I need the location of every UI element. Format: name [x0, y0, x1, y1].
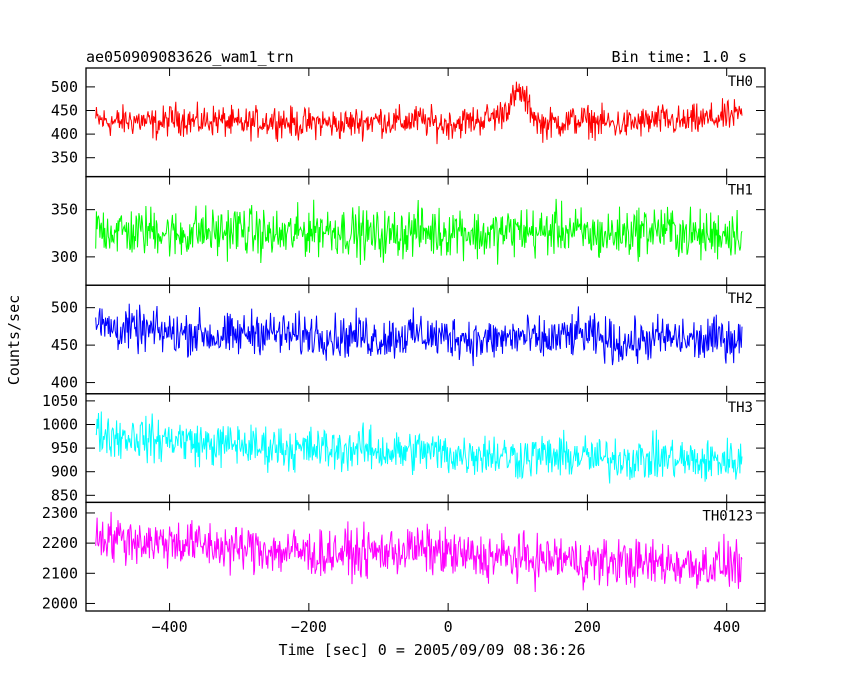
bin-time-label: Bin time: 1.0 s: [612, 48, 747, 66]
y-tick-label: 1000: [42, 415, 78, 433]
y-axis-title: Counts/sec: [5, 295, 23, 385]
panel-label: TH0: [728, 74, 753, 90]
panel-th0: 350 400 450 500 TH0: [51, 67, 766, 178]
y-tick-label: 900: [51, 463, 78, 481]
panel-th2: 400 450 500 TH2: [51, 284, 766, 395]
y-tick-label: 450: [51, 336, 78, 354]
x-tick-label: 200: [574, 618, 601, 636]
panels-layer: 350 400 450 500 TH0 300 350 TH1 400 450 500 TH2 850 9…: [42, 67, 766, 636]
y-tick-label: 2100: [42, 564, 78, 582]
y-tick-label: 500: [51, 78, 78, 96]
series-line-th2: [95, 303, 743, 367]
y-tick-label: 350: [51, 201, 78, 219]
series-line-th3: [95, 411, 743, 484]
chart-title: ae050909083626_wam1_trn: [86, 48, 294, 66]
x-tick-label: 0: [444, 618, 453, 636]
series-line-th0123: [95, 511, 743, 593]
series-line-th1: [95, 198, 743, 265]
x-axis-title: Time [sec] 0 = 2005/09/09 08:36:26: [278, 641, 585, 659]
panel-label: TH2: [728, 291, 753, 307]
series-line-th0: [95, 81, 743, 145]
y-tick-label: 500: [51, 299, 78, 317]
panel-th1: 300 350 TH1: [51, 175, 766, 286]
y-tick-label: 950: [51, 439, 78, 457]
y-tick-label: 400: [51, 125, 78, 143]
x-tick-label: 400: [713, 618, 740, 636]
y-tick-label: 850: [51, 486, 78, 504]
y-tick-label: 350: [51, 149, 78, 167]
y-tick-label: 450: [51, 101, 78, 119]
x-tick-label: −200: [291, 618, 327, 636]
y-tick-label: 1050: [42, 392, 78, 410]
panel-th3: 850 900 950 1000 1050 TH3: [42, 392, 766, 504]
panel-label: TH3: [728, 400, 753, 416]
panel-th0123: 2000 2100 2200 2300 TH0123: [42, 501, 766, 612]
y-tick-label: 2300: [42, 504, 78, 522]
panel-label: TH0123: [702, 508, 753, 524]
y-tick-label: 300: [51, 248, 78, 266]
panel-frame: [85, 501, 766, 612]
panel-label: TH1: [728, 183, 753, 199]
y-tick-label: 2000: [42, 594, 78, 612]
y-tick-label: 2200: [42, 534, 78, 552]
y-tick-label: 400: [51, 374, 78, 392]
x-tick-label: −400: [152, 618, 188, 636]
